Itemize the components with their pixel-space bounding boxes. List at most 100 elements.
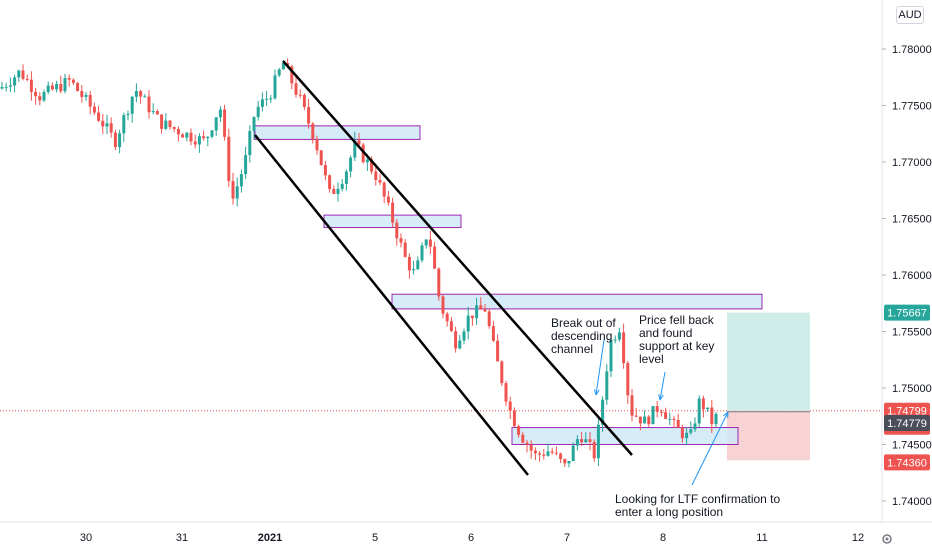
- candle-body: [223, 109, 227, 137]
- price-axis[interactable]: 1.78000 1.77500 1.77000 1.76500 1.76000 1.755…: [882, 44, 932, 508]
- support-arrow[interactable]: [659, 371, 666, 401]
- candle-body: [315, 139, 319, 151]
- candle-body: [680, 427, 684, 439]
- candle-body: [714, 413, 718, 425]
- ltf-arrow-head: [723, 411, 729, 419]
- candle-body: [651, 406, 655, 425]
- candle-body: [281, 63, 285, 70]
- candle-body: [697, 398, 701, 424]
- candle-body: [336, 188, 340, 194]
- x-tick-label: 8: [660, 532, 666, 544]
- candle-body: [638, 416, 642, 424]
- candle-body: [17, 70, 21, 78]
- candle-body: [659, 411, 663, 413]
- stop-price-tag-label: 1.74360: [887, 457, 927, 469]
- candle-body: [277, 69, 281, 76]
- x-tick-label: 30: [80, 532, 92, 544]
- candle-body: [416, 260, 420, 270]
- loss-zone[interactable]: [727, 410, 810, 461]
- y-tick-label: 1.74000: [892, 496, 932, 508]
- candle-body: [227, 136, 231, 182]
- candle-body: [71, 79, 75, 83]
- drawings[interactable]: [254, 60, 729, 486]
- candle-body: [689, 429, 693, 433]
- entry-price-tag-label: 1.74799: [887, 406, 927, 418]
- key-level-box[interactable]: [254, 125, 421, 140]
- candle-body: [210, 130, 214, 137]
- ltf-annotation-line: Looking for LTF confirmation to: [615, 492, 781, 506]
- candle-body: [332, 188, 336, 194]
- candle-body: [260, 99, 264, 107]
- current-price-tag: 1.74779: [884, 414, 930, 431]
- breakout-arrow[interactable]: [595, 339, 605, 396]
- candle-body: [55, 84, 59, 90]
- ltf-annotation-line: enter a long position: [615, 505, 723, 519]
- y-tick-label: 1.74500: [892, 440, 932, 452]
- y-tick-label: 1.77000: [892, 157, 932, 169]
- candle-body: [76, 82, 80, 92]
- entry-price-tag: 1.74799: [884, 402, 930, 419]
- candle-body: [483, 309, 487, 312]
- candles: [0, 58, 718, 468]
- candle-body: [487, 311, 491, 327]
- candle-body: [4, 86, 8, 88]
- key-level-box[interactable]: [391, 293, 763, 310]
- candle-body: [533, 450, 537, 454]
- candle-body: [101, 120, 105, 127]
- gear-icon[interactable]: [880, 532, 894, 546]
- candle-body: [147, 96, 151, 113]
- candle-body: [122, 115, 126, 134]
- candle-body: [176, 129, 180, 135]
- candle-body: [420, 245, 424, 261]
- candle-body: [693, 423, 697, 430]
- candle-body: [407, 256, 411, 271]
- candle-body: [63, 78, 67, 92]
- channel-lower-line[interactable]: [254, 134, 529, 476]
- candle-body: [655, 406, 659, 412]
- candle-body: [50, 85, 54, 90]
- candle-body: [672, 418, 676, 420]
- candle-body: [235, 186, 239, 199]
- candle-body: [323, 165, 327, 176]
- candle-body: [244, 155, 248, 175]
- candle-body: [449, 321, 453, 332]
- candle-body: [239, 174, 243, 187]
- candle-body: [193, 141, 197, 145]
- candle-body: [445, 313, 449, 322]
- candle-body: [710, 407, 714, 425]
- currency-button[interactable]: AUD: [896, 6, 924, 24]
- time-axis[interactable]: 30 31 2021 5 6 7 8 11 12: [80, 532, 864, 544]
- candle-body: [130, 96, 134, 114]
- candle-body: [512, 410, 516, 427]
- candle-body: [559, 453, 563, 460]
- candle-body: [42, 92, 46, 101]
- profit-zone[interactable]: [727, 312, 810, 411]
- candle-body: [155, 111, 159, 115]
- y-tick-label: 1.75000: [892, 383, 932, 395]
- candle-body: [38, 96, 42, 101]
- candle-body: [290, 66, 294, 84]
- candle-body: [328, 175, 332, 189]
- candle-body: [508, 401, 512, 411]
- x-tick-label: 7: [564, 532, 570, 544]
- candle-body: [143, 96, 147, 98]
- y-tick-label: 1.76500: [892, 214, 932, 226]
- candle-body: [340, 183, 344, 189]
- key-level-box[interactable]: [511, 427, 739, 445]
- ltf-arrow[interactable]: [691, 411, 729, 486]
- candle-body: [609, 339, 613, 372]
- candle-body: [134, 91, 138, 97]
- channel-upper-line[interactable]: [282, 60, 633, 456]
- candle-body: [302, 94, 306, 107]
- candle-body: [189, 132, 193, 142]
- stop-price-tag-bg: [884, 454, 930, 471]
- candle-body: [298, 94, 302, 96]
- candle-body: [151, 111, 155, 113]
- x-tick-label: 5: [372, 532, 378, 544]
- target-price-tag: 1.75667: [884, 304, 930, 321]
- candle-body: [218, 109, 222, 118]
- key-level-boxes[interactable]: [254, 125, 763, 445]
- candle-body: [517, 426, 521, 435]
